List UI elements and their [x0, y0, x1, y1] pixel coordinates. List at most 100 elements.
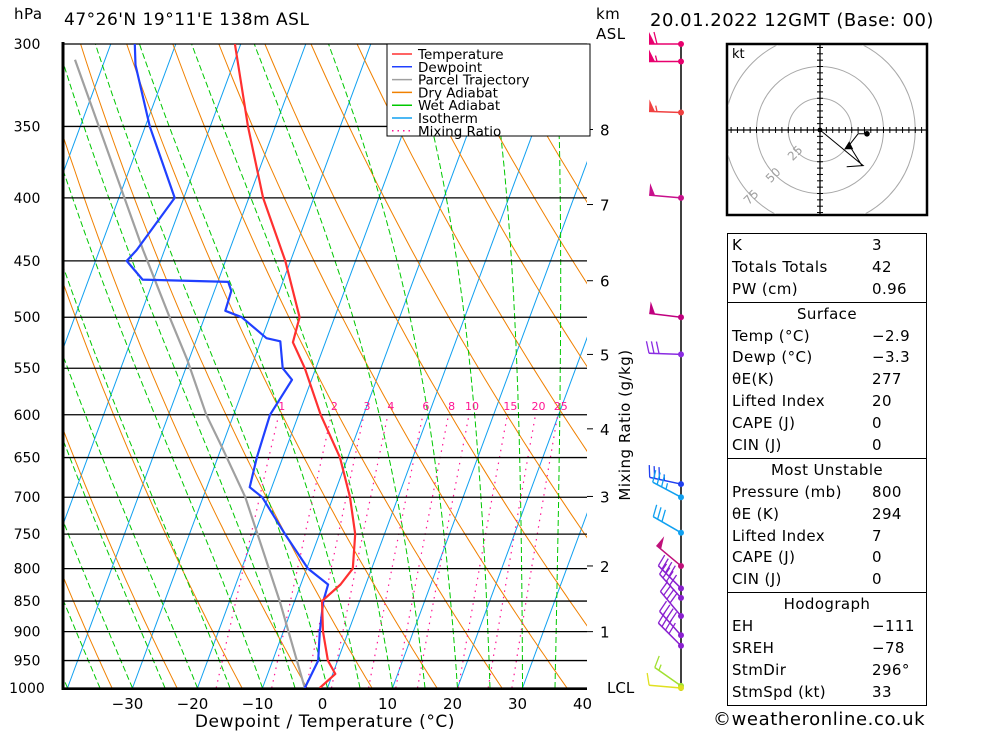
wind-barb — [649, 49, 684, 65]
mixing-ratio-line — [368, 414, 424, 689]
pressure-tick-label: 550 — [14, 361, 41, 377]
asl-label: ASL — [596, 25, 626, 43]
hodograph-trace — [819, 129, 867, 168]
isotherm-line — [262, 44, 502, 689]
index-label: EH — [732, 617, 754, 636]
isotherm-line — [132, 44, 372, 689]
index-value: 20 — [872, 392, 892, 411]
wet-adiabat-line — [138, 44, 361, 689]
index-label: CAPE (J) — [732, 548, 796, 567]
legend-label: Mixing Ratio — [418, 124, 501, 140]
axes: 1 2 3 4 6 8 10 15 20 2530035040045050055060065070… — [9, 37, 635, 732]
wind-barb — [648, 99, 684, 116]
isotherm-line — [67, 44, 307, 689]
wet-adiabat-line — [554, 44, 562, 689]
index-value: 800 — [872, 482, 902, 501]
barb-stem — [652, 516, 682, 534]
barb-feather — [665, 570, 674, 582]
legend-label: Temperature — [417, 47, 504, 63]
mixing-ratio-label: 1 — [278, 400, 285, 413]
index-value: 42 — [872, 257, 892, 276]
mixing-ratio-label: 6 — [422, 400, 429, 413]
index-label: CIN (J) — [732, 436, 782, 455]
index-row: Dewp (°C) −3.3 — [732, 347, 926, 369]
temperature-tick-label: 30 — [508, 695, 527, 713]
barb-feather — [652, 470, 657, 483]
wind-barbs — [645, 31, 684, 691]
barb-stem — [652, 481, 682, 498]
dewpoint-line — [125, 44, 330, 689]
barb-dot — [678, 562, 684, 569]
wet-adiabat-line — [409, 44, 491, 689]
barb-feather — [652, 504, 658, 517]
barb-feather — [661, 509, 666, 522]
pressure-tick-label: 950 — [14, 654, 41, 670]
isotherm-line — [327, 44, 567, 689]
index-value: 33 — [872, 682, 892, 701]
barb-feather — [669, 574, 678, 586]
index-row: Pressure (mb) 800 — [732, 482, 926, 504]
wet-adiabat-line — [94, 44, 328, 689]
barb-feather — [646, 672, 650, 686]
index-row: Totals Totals 42 — [732, 257, 926, 279]
storm-motion-marker — [844, 141, 854, 150]
wet-adiabat-line — [63, 354, 198, 689]
temperature-tick-label: −20 — [177, 695, 209, 713]
index-value: −111 — [872, 617, 915, 636]
datetime-title: 20.01.2022 12GMT (Base: 00) — [650, 10, 934, 31]
km-tick-label: 6 — [600, 273, 610, 291]
barb-feather — [664, 561, 673, 574]
index-row: θE (K) 294 — [732, 504, 926, 526]
barb-dot — [678, 481, 684, 488]
pressure-tick-label: 450 — [14, 254, 41, 270]
index-row: CAPE (J) 0 — [732, 413, 926, 435]
index-label: Lifted Index — [732, 392, 826, 411]
index-label: Dewp (°C) — [732, 348, 813, 367]
barb-feather — [663, 584, 672, 596]
barb-half-feather — [654, 55, 658, 62]
barb-feather — [668, 565, 676, 577]
km-tick-label: 5 — [600, 346, 610, 364]
barb-stem — [654, 666, 682, 687]
pressure-tick-label: 750 — [14, 527, 41, 543]
mixing-ratio-label: 8 — [448, 400, 455, 413]
barb-feather — [656, 472, 661, 485]
wind-barb — [654, 655, 684, 689]
barb-half-feather — [658, 664, 662, 671]
pressure-tick-label: 1000 — [9, 681, 45, 697]
profile-curves — [73, 44, 357, 689]
copyright-link[interactable]: ©weatheronline.co.uk — [713, 709, 926, 730]
km-tick-label: 1 — [600, 624, 610, 642]
barb-stem — [649, 476, 682, 485]
pressure-tick-label: 700 — [14, 490, 41, 506]
index-label: CIN (J) — [732, 570, 782, 589]
mixing-ratio-label: 20 — [531, 400, 545, 413]
section-title: Surface — [797, 304, 857, 323]
index-label: θE(K) — [732, 370, 775, 389]
wind-barb — [649, 183, 684, 201]
barb-dot — [678, 351, 684, 358]
pressure-tick-label: 400 — [14, 191, 41, 207]
barb-feather — [654, 655, 660, 668]
hodograph-unit-label: kt — [732, 47, 745, 62]
barb-dot — [678, 314, 684, 321]
location-title: 47°26'N 19°11'E 138m ASL — [64, 10, 310, 30]
index-row: StmSpd (kt) 33 — [732, 682, 926, 704]
index-label: StmSpd (kt) — [732, 682, 827, 701]
index-value: 7 — [872, 526, 882, 545]
pressure-tick-label: 850 — [14, 594, 41, 610]
dry-adiabat-line — [448, 44, 587, 285]
index-row: θE(K) 277 — [732, 369, 926, 391]
pressure-tick-label: 300 — [14, 37, 41, 53]
barb-half-feather — [655, 105, 658, 112]
barb-feather — [653, 31, 658, 45]
barb-stem — [648, 352, 682, 356]
index-label: Totals Totals — [732, 257, 828, 276]
mixing-ratio-label: 15 — [503, 400, 517, 413]
index-row: PW (cm) 0.96 — [732, 279, 926, 301]
dry-adiabat-line — [63, 574, 113, 689]
index-value: 3 — [872, 236, 882, 254]
